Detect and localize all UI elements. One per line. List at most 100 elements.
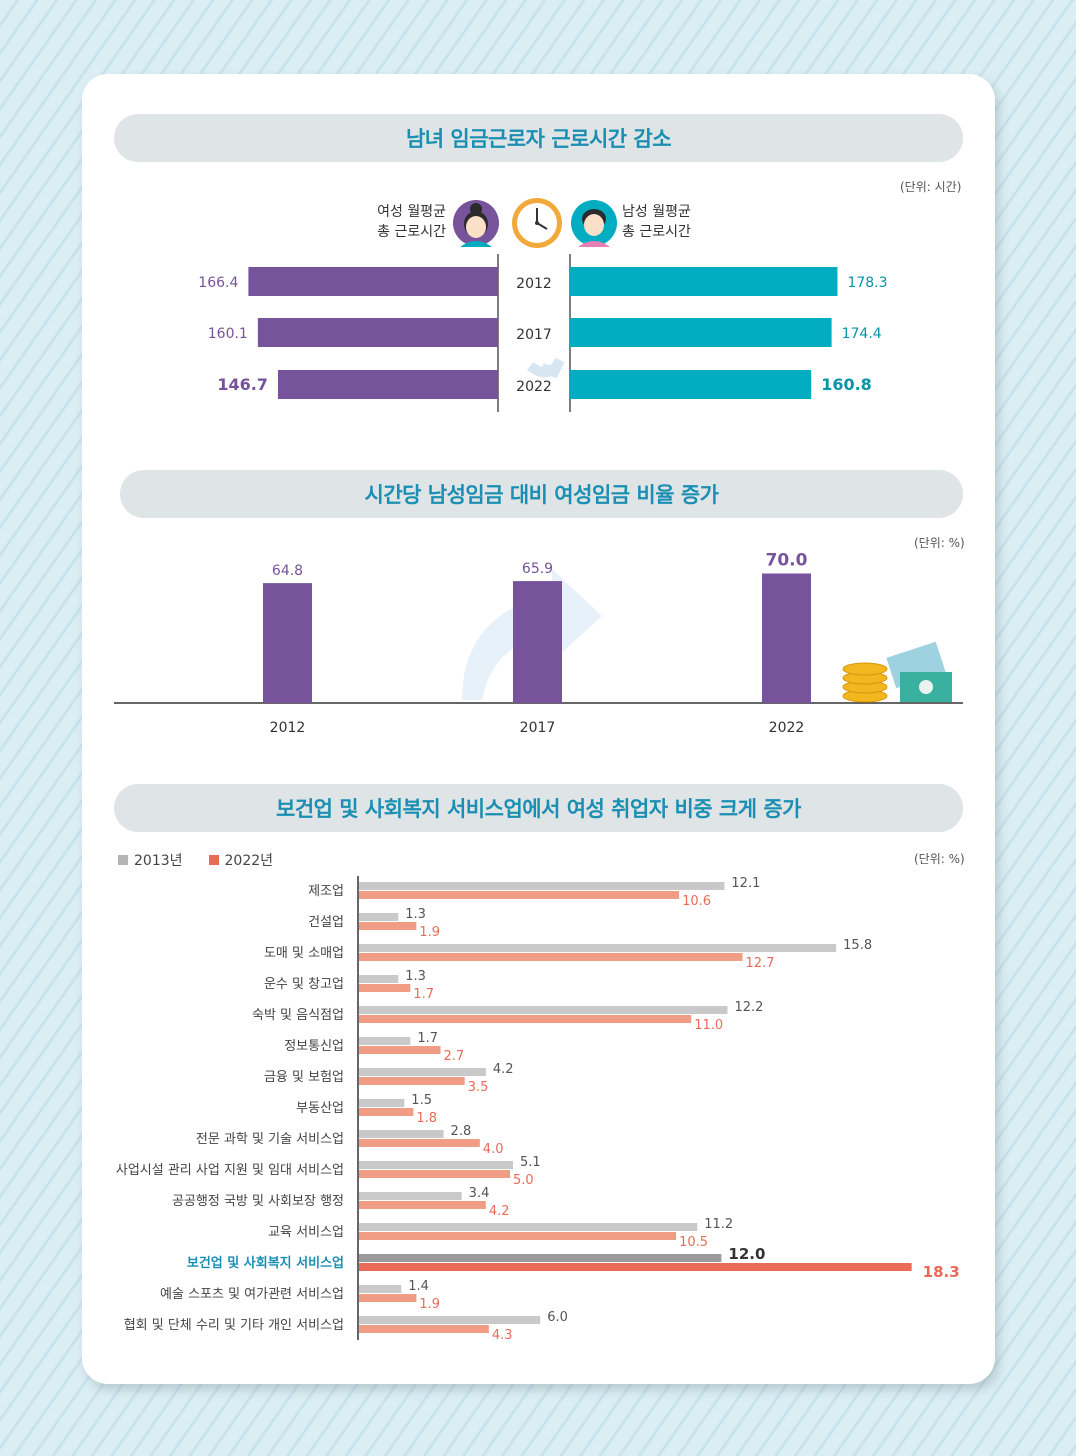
value-label-2022: 4.2 [489,1204,510,1219]
ratio-bar [513,581,562,703]
value-label-2022: 1.9 [419,1297,440,1312]
year-label: 2022 [516,379,552,395]
bar-2013 [359,1068,486,1076]
male-bar [570,370,812,399]
wage-ratio-chart: 64.8 2012 65.9 2017 70.0 2022 [114,551,963,736]
industry-label: 사업시설 관리 사업 지원 및 임대 서비스업 [116,1163,344,1178]
money-icon [842,641,952,703]
female-label: 여성 월평균 총 근로시간 [368,202,446,242]
section2-unit: (단위: %) [914,536,965,550]
bar-2022 [359,953,743,961]
value-label-2013: 6.0 [547,1310,568,1325]
female-bar [277,370,498,399]
value-label-2013: 1.3 [405,907,426,922]
bar-2022 [359,1170,510,1178]
industry-label: 제조업 [308,884,344,899]
bar-2022 [359,984,411,992]
female-value-label: 146.7 [217,375,268,394]
male-value-label: 178.3 [847,275,887,291]
value-label-2013: 1.7 [417,1031,438,1046]
year-tick-label: 2017 [520,720,556,736]
infographic-card: 남녀 임금근로자 근로시간 감소 (단위: 시간) 여성 월평균 총 근로시간 … [82,74,995,1384]
value-label-2013: 1.4 [408,1279,429,1294]
section1-title: 남녀 임금근로자 근로시간 감소 [114,114,963,162]
bar-2013 [359,1130,444,1138]
value-label-2013: 3.4 [469,1186,490,1201]
male-label-line2: 총 근로시간 [622,224,691,240]
value-label-2022: 2.7 [444,1049,465,1064]
industry-label: 예술 스포츠 및 여가관련 서비스업 [160,1287,344,1302]
man-icon [571,200,617,247]
bar-2013 [359,1037,411,1045]
industry-share-chart: 제조업 12.1 10.6 건설업 1.3 1.9 도매 및 소매업 15.8 12.7 운수 및… [116,876,960,1343]
value-label-2013: 12.1 [731,876,760,891]
legend-2013-swatch [118,855,128,865]
female-bar [257,318,498,347]
male-label: 남성 월평균 총 근로시간 [622,202,691,242]
value-label-2022: 11.0 [694,1018,723,1033]
bar-2022 [359,1015,692,1023]
down-arrow-decoration [527,357,565,379]
bar-2013 [359,1223,698,1231]
female-label-line1: 여성 월평균 [377,204,446,220]
value-label-2022: 12.7 [746,956,775,971]
industry-label: 협회 및 단체 수리 및 기타 개인 서비스업 [124,1318,344,1333]
value-label-2013: 1.3 [405,969,426,984]
industry-label: 공공행정 국방 및 사회보장 행정 [172,1193,344,1209]
bar-2013 [359,1099,405,1107]
female-bar [248,267,498,296]
ratio-bar [762,573,811,703]
woman-icon [453,200,499,247]
value-label-2013: 2.8 [451,1124,472,1139]
legend-2022-label: 2022년 [224,853,274,869]
section2-title: 시간당 남성임금 대비 여성임금 비율 증가 [120,470,963,518]
legend-2022-swatch [208,855,219,865]
industry-label: 도매 및 소매업 [264,946,344,961]
year-label: 2017 [516,327,552,343]
year-tick-label: 2022 [769,720,805,736]
female-label-line2: 총 근로시간 [377,224,446,240]
bar-2013 [359,913,399,921]
value-label-2013: 11.2 [704,1217,733,1232]
value-label-2022: 10.5 [679,1235,708,1250]
value-label-2022: 10.6 [682,894,711,909]
bar-2022 [359,1325,489,1333]
industry-legend: 2013년 2022년 [118,850,273,870]
section3-title: 보건업 및 사회복지 서비스업에서 여성 취업자 비중 크게 증가 [114,784,963,832]
legend-2022: 2022년 [208,850,274,870]
year-label: 2012 [516,276,552,292]
value-label-2022: 1.8 [416,1111,437,1126]
bar-2022 [359,1108,414,1116]
clock-icon [512,198,562,248]
ratio-value-label: 64.8 [272,563,303,579]
value-label-2022: 4.3 [492,1328,513,1343]
year-tick-label: 2012 [270,720,306,736]
industry-label: 부동산업 [296,1101,344,1116]
legend-2013-label: 2013년 [134,853,183,869]
industry-label: 보건업 및 사회복지 서비스업 [187,1255,344,1271]
value-label-2022: 1.7 [413,987,434,1002]
ratio-value-label: 70.0 [766,551,808,571]
male-bar [570,318,832,347]
bar-2013 [359,1161,514,1169]
value-label-2013: 12.0 [728,1245,765,1263]
female-value-label: 166.4 [198,275,238,291]
female-value-label: 160.1 [208,326,248,342]
legend-2013: 2013년 [118,850,183,870]
bar-2013 [359,1316,541,1324]
industry-label: 교육 서비스업 [268,1225,344,1240]
bar-2022 [359,1201,486,1209]
bar-2013 [359,882,725,890]
bar-2022 [359,1077,465,1085]
male-value-label: 174.4 [842,326,882,342]
value-label-2013: 15.8 [843,938,872,953]
value-label-2013: 4.2 [493,1062,514,1077]
section3-unit: (단위: %) [914,852,965,866]
value-label-2022: 3.5 [468,1080,489,1095]
bar-2013 [359,1192,462,1200]
bar-2022 [359,1232,677,1240]
value-label-2022: 4.0 [483,1142,504,1157]
industry-label: 숙박 및 음식점업 [252,1008,344,1023]
bar-2013 [359,944,837,952]
bar-2013 [359,1006,728,1014]
